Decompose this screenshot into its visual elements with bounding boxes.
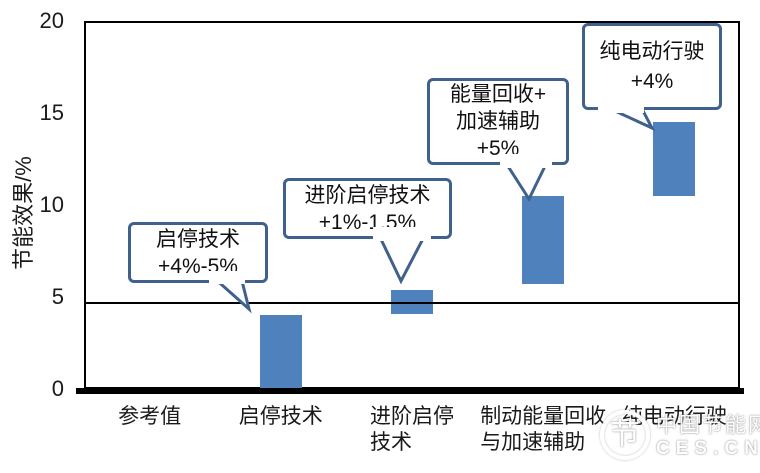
x-axis-baseline (76, 388, 744, 394)
bar-energy-recovery-accel-assist (522, 195, 565, 285)
callout-start-stop: 启停技术 +4%-5% (128, 222, 268, 283)
reference-line (84, 301, 740, 304)
y-tick-5: 5 (51, 284, 64, 309)
bar-start-stop (259, 315, 302, 389)
bar-pure-electric (653, 122, 696, 196)
watermark-logo-icon: 节 (600, 410, 650, 460)
x-label-reference: 参考值 (118, 405, 182, 428)
x-label-start-stop: 启停技术 (238, 405, 323, 428)
callout-energy-recovery: 能量回收+ 加速辅助 +5% (427, 78, 569, 165)
y-tick-10: 10 (39, 192, 64, 217)
watermark-site-name: 中国节能网 (656, 414, 760, 437)
x-label-pure-electric: 纯电动行驶 (621, 405, 727, 428)
watermark-site-domain: CES.CN (656, 438, 760, 459)
y-tick-0: 0 (51, 376, 64, 401)
callout-pure-electric: 纯电动行驶 +4% (582, 23, 722, 110)
watermark: 节 中国节能网 CES.CN (594, 406, 760, 470)
y-tick-15: 15 (39, 100, 64, 125)
callout-advanced-start-stop: 进阶启停技术 +1%-1.5% (283, 178, 452, 239)
x-label-energy-recovery: 制动能量回收 与加速辅助 (480, 405, 607, 454)
x-label-advanced-start-stop: 进阶启停 技术 (370, 405, 454, 454)
y-tick-20: 20 (39, 8, 64, 33)
